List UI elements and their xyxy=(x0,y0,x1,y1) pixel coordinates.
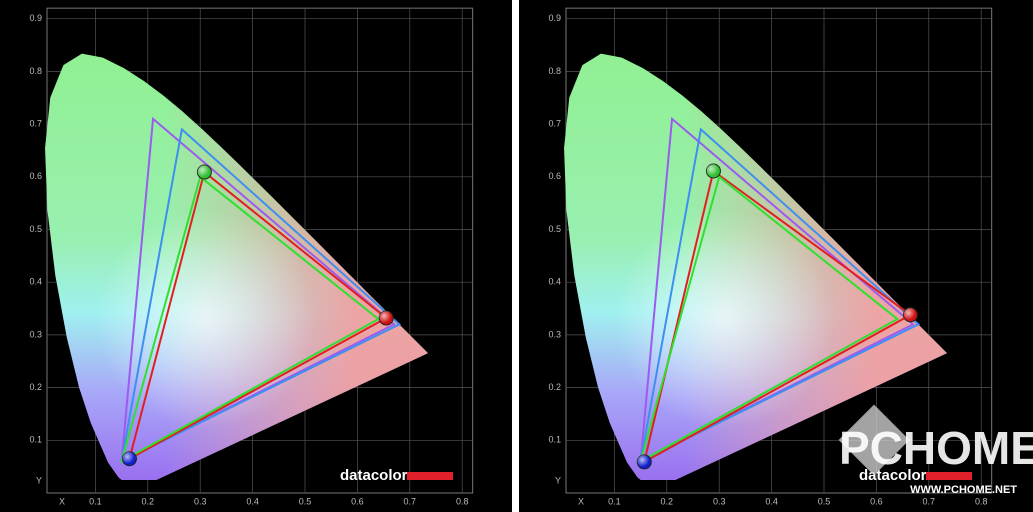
gamut-triangle xyxy=(642,169,913,464)
x-axis-label: X xyxy=(59,496,65,506)
marker-shine xyxy=(379,311,394,326)
plot-border xyxy=(46,7,474,494)
marker-shine xyxy=(197,165,212,180)
y-tick-label: 0.9 xyxy=(548,13,561,23)
x-tick-label: 0.6 xyxy=(351,496,364,506)
marker-shine xyxy=(637,454,652,469)
y-tick-label: 0.7 xyxy=(548,118,561,128)
watermark-icon xyxy=(838,404,910,476)
y-tick-label: 0.8 xyxy=(29,66,42,76)
logo-bar xyxy=(407,472,453,480)
gamut-triangle xyxy=(120,116,396,464)
y-tick-label: 0.5 xyxy=(29,224,42,234)
x-tick-label: 0.4 xyxy=(246,496,259,506)
x-tick-label: 0.7 xyxy=(404,496,417,506)
x-tick-label: 0.7 xyxy=(923,496,936,506)
marker-shine xyxy=(903,307,918,322)
y-tick-label: 0.1 xyxy=(29,435,42,445)
chart-panel: 0.1 0.2 0.3 0.4 0.5 0.6 0.7 0.8 0.1 0.2 0.3 0.4 0.5 0… xyxy=(519,0,1033,512)
y-tick-label: 0.1 xyxy=(548,435,561,445)
x-tick-label: 0.3 xyxy=(713,496,726,506)
white-point xyxy=(95,209,316,430)
y-tick-label: 0.3 xyxy=(29,329,42,339)
y-axis-label: Y xyxy=(555,475,561,485)
y-tick-label: 0.2 xyxy=(548,382,561,392)
gamut-triangle xyxy=(639,175,900,464)
white-point xyxy=(614,209,835,430)
marker-shine xyxy=(122,451,137,466)
gamut-triangle xyxy=(120,175,381,464)
y-tick-label: 0.4 xyxy=(29,277,42,287)
x-tick-label: 0.5 xyxy=(299,496,312,506)
gamut-triangle xyxy=(639,116,915,464)
y-tick-label: 0.3 xyxy=(548,329,561,339)
x-tick-label: 0.1 xyxy=(89,496,102,506)
marker-shine xyxy=(706,164,721,179)
x-tick-label: 0.2 xyxy=(142,496,155,506)
logo: datacolor xyxy=(340,467,408,484)
watermark: PCHOME xyxy=(839,422,1033,474)
gamut-triangle xyxy=(639,127,921,464)
x-tick-label: 0.3 xyxy=(194,496,207,506)
logo-bar xyxy=(926,472,972,480)
watermark-url: WWW.PCHOME.NET xyxy=(910,484,1017,496)
x-tick-label: 0.2 xyxy=(661,496,674,506)
spectral-locus xyxy=(564,53,947,480)
gamut-triangle xyxy=(120,127,402,464)
y-tick-label: 0.7 xyxy=(29,118,42,128)
chart-panel: 0.1 0.2 0.3 0.4 0.5 0.6 0.7 0.8 0.1 0.2 0.3 0.4 0.5 0… xyxy=(0,0,512,512)
x-tick-label: 0.8 xyxy=(975,496,988,506)
y-axis-label: Y xyxy=(36,475,42,485)
y-tick-label: 0.4 xyxy=(548,277,561,287)
y-tick-label: 0.6 xyxy=(29,171,42,181)
x-tick-label: 0.1 xyxy=(608,496,621,506)
y-tick-label: 0.2 xyxy=(29,382,42,392)
x-axis-label: X xyxy=(578,496,584,506)
plot-border xyxy=(565,7,993,494)
x-tick-label: 0.8 xyxy=(456,496,469,506)
y-tick-label: 0.5 xyxy=(548,224,561,234)
x-tick-label: 0.5 xyxy=(818,496,831,506)
gamut-triangle xyxy=(127,170,389,461)
y-tick-label: 0.9 xyxy=(29,13,42,23)
x-tick-label: 0.4 xyxy=(765,496,778,506)
y-tick-label: 0.6 xyxy=(548,171,561,181)
x-tick-label: 0.6 xyxy=(870,496,883,506)
y-tick-label: 0.8 xyxy=(548,66,561,76)
spectral-locus xyxy=(45,53,428,480)
